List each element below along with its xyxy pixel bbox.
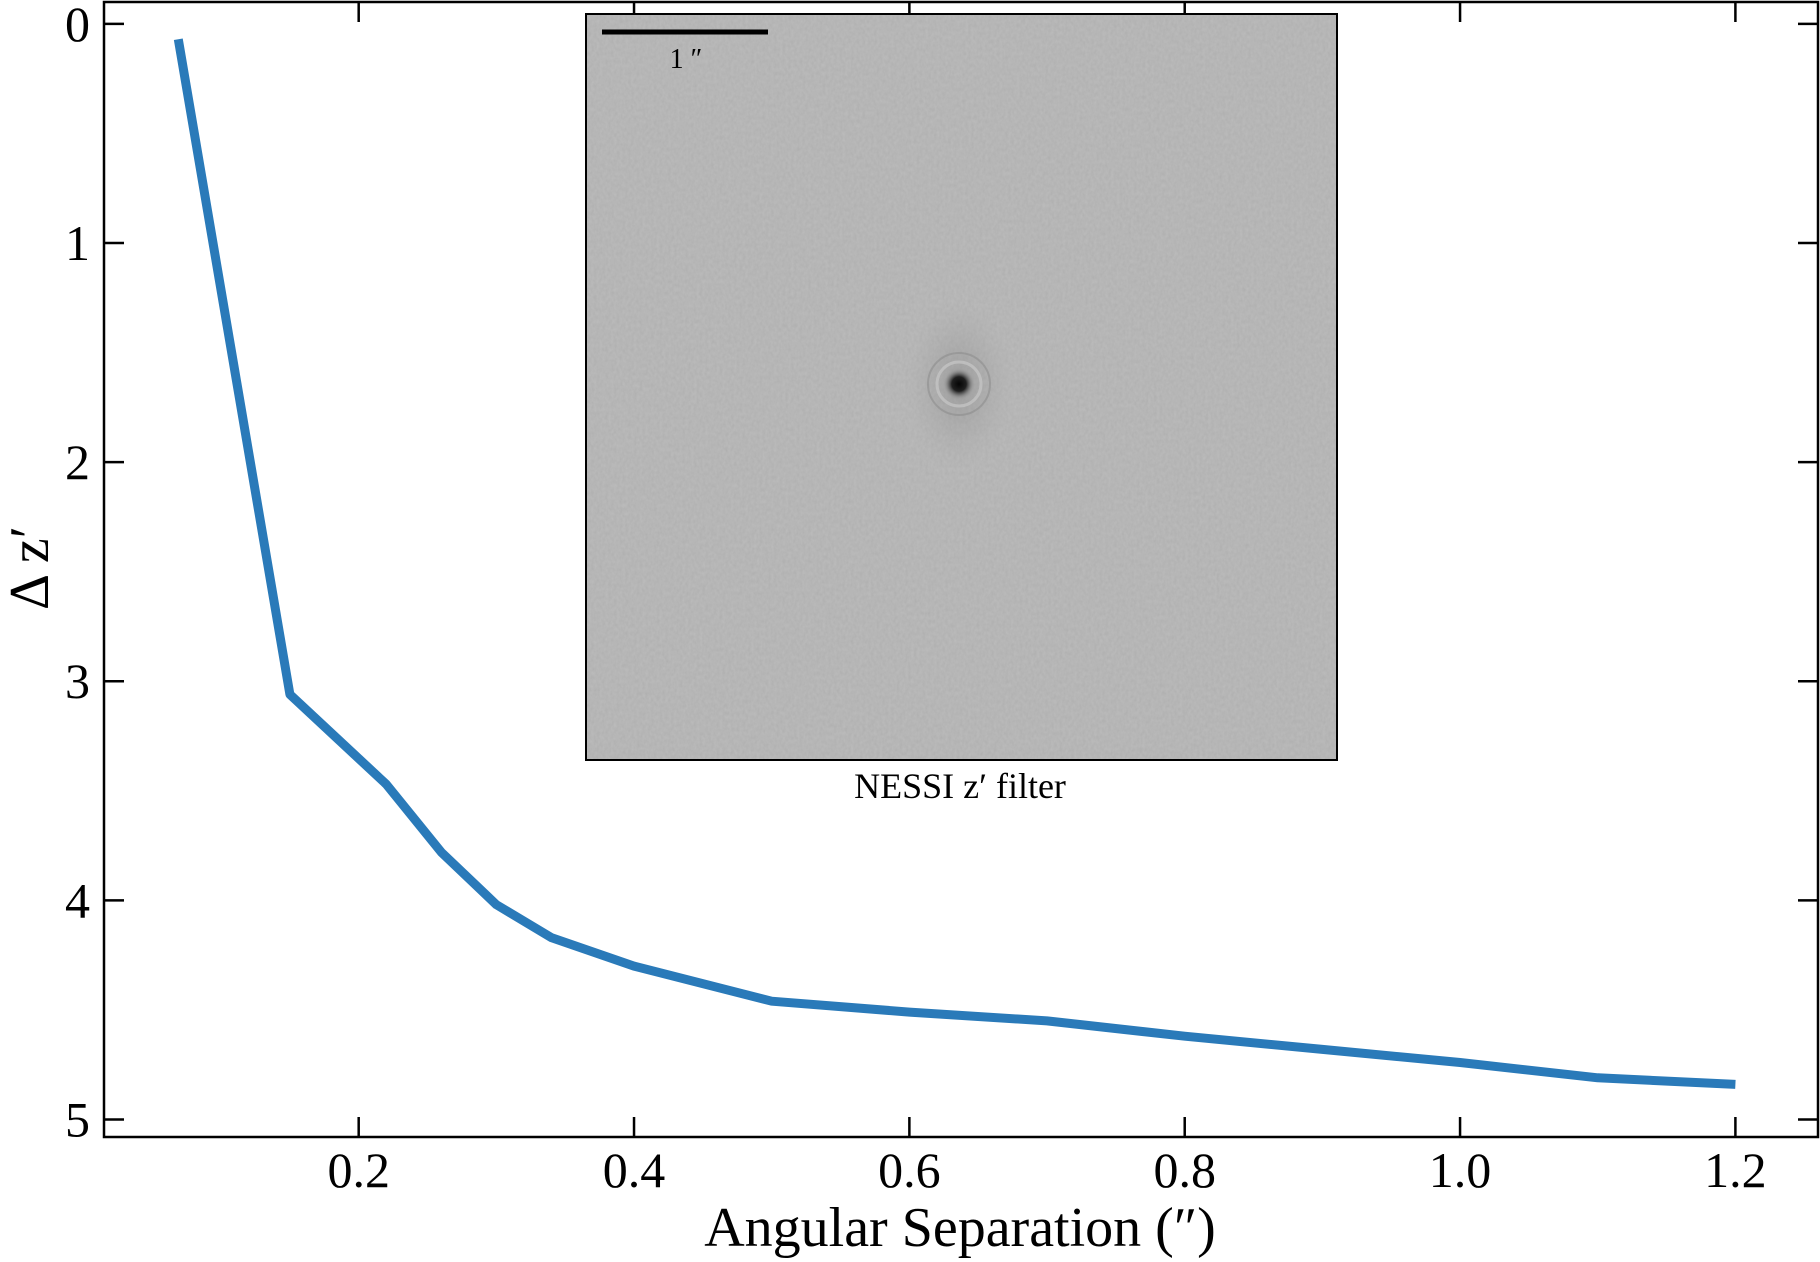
y-tick-label: 2 xyxy=(65,434,90,490)
x-tick-label: 0.4 xyxy=(603,1142,666,1198)
inset-caption: NESSI z′ filter xyxy=(854,766,1066,806)
inset-scale-label: 1 ″ xyxy=(670,44,703,75)
y-axis-ticks: 0 1 2 3 4 5 xyxy=(65,0,1818,1147)
x-tick-label: 0.6 xyxy=(878,1142,941,1198)
x-tick-label: 1.2 xyxy=(1704,1142,1767,1198)
y-tick-label: 0 xyxy=(65,0,90,52)
y-axis-title: Δ z′ xyxy=(0,526,61,610)
plot-frame xyxy=(102,0,1820,1139)
y-tick-label: 4 xyxy=(65,872,90,928)
y-tick-label: 3 xyxy=(65,653,90,709)
x-axis-title: Angular Separation (″) xyxy=(704,1197,1216,1259)
contrast-curve-line xyxy=(173,38,1736,1089)
y-tick-label: 5 xyxy=(65,1091,90,1147)
x-tick-label: 0.8 xyxy=(1153,1142,1216,1198)
inset-ring xyxy=(927,352,991,416)
inset-star-psf xyxy=(943,368,975,400)
x-axis-ticks: 0.2 0.4 0.6 0.8 1.0 1.2 xyxy=(327,2,1767,1198)
y-tick-label: 1 xyxy=(65,215,90,271)
inset-ring xyxy=(935,360,983,408)
x-tick-label: 0.2 xyxy=(327,1142,390,1198)
x-tick-label: 1.0 xyxy=(1429,1142,1492,1198)
inset-image: 1 ″ NESSI z′ filter xyxy=(585,13,1338,806)
inset-border xyxy=(585,13,1338,761)
